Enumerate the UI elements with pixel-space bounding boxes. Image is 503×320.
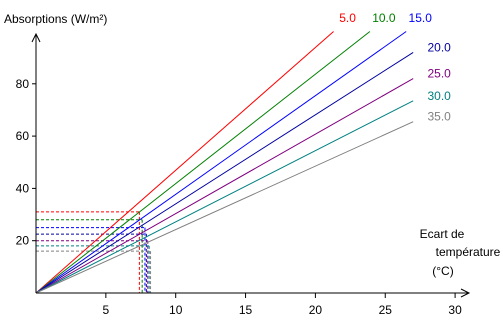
x-tick-label: 30	[448, 303, 462, 317]
series-label: 25.0	[428, 67, 452, 81]
x-tick-label: 5	[103, 303, 110, 317]
y-tick-label: 60	[16, 129, 30, 143]
series-label: 15.0	[409, 11, 433, 25]
axis-ticks: 5 10 15 20 25 30 20 40 60 80	[16, 77, 462, 317]
x-tick-label: 20	[309, 303, 323, 317]
y-tick-label: 40	[16, 181, 30, 195]
x-tick-label: 25	[379, 303, 393, 317]
x-axis-label-line-1: Ecart de	[420, 227, 465, 241]
series-label: 10.0	[372, 11, 396, 25]
x-tick-label: 10	[169, 303, 183, 317]
x-tick-label: 15	[239, 303, 253, 317]
series-line	[35, 78, 414, 294]
series-line	[35, 100, 414, 294]
x-axis-label-line-3: (°C)	[432, 264, 453, 278]
series-line	[35, 121, 414, 294]
y-axis-arrow	[31, 32, 41, 43]
series-labels: 5.0 10.0 15.0 20.0 25.0 30.0 35.0	[339, 11, 451, 124]
x-axis-label-line-2: température	[436, 245, 501, 259]
y-tick-label: 20	[16, 234, 30, 248]
axes	[31, 32, 471, 298]
y-axis-label: Absorptions (W/m²)	[4, 12, 107, 26]
series-line	[35, 31, 407, 294]
series-line	[35, 31, 334, 294]
series-label: 35.0	[428, 110, 452, 124]
series-line	[35, 31, 371, 294]
x-axis-arrow	[460, 288, 471, 298]
series-label: 30.0	[428, 89, 452, 103]
series-label: 5.0	[339, 11, 356, 25]
y-tick-label: 80	[16, 77, 30, 91]
series-lines	[35, 31, 414, 294]
series-line	[35, 51, 414, 294]
series-label: 20.0	[428, 40, 452, 54]
